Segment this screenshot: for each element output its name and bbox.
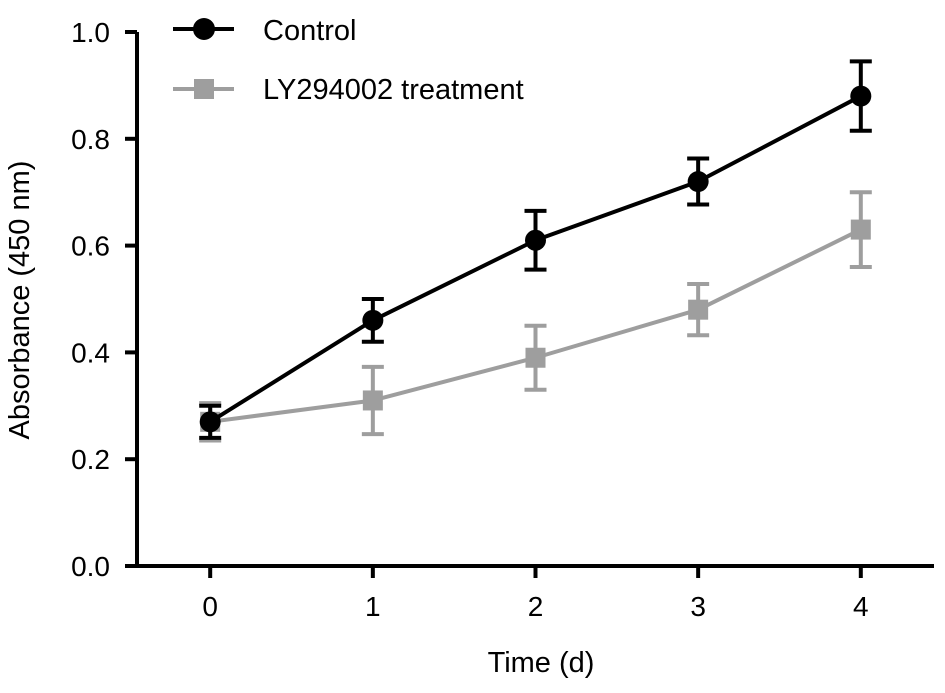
y-tick-label: 0.8 [71, 124, 110, 155]
x-tick-label: 2 [528, 591, 544, 622]
legend-label-control: Control [263, 15, 357, 47]
data-point-ly294002 [688, 299, 709, 320]
legend-label-ly294002: LY294002 treatment [263, 74, 524, 106]
axes [135, 32, 934, 568]
data-point-ly294002 [850, 219, 871, 240]
plot-area [199, 59, 872, 443]
y-tick-label: 0.0 [71, 551, 110, 582]
y-tick-label: 0.4 [71, 337, 110, 368]
legend-marker-ly294002 [194, 79, 214, 99]
x-ticks: 0 1 2 3 4 [202, 566, 869, 622]
data-point-control [199, 411, 221, 433]
data-point-control [525, 229, 546, 251]
y-axis-title: Absorbance (450 nm) [4, 161, 36, 440]
data-point-control [850, 85, 872, 107]
data-point-ly294002 [525, 347, 546, 368]
legend: Control LY294002 treatment [173, 15, 524, 106]
y-tick-label: 0.2 [71, 444, 110, 475]
y-ticks: 0.0 0.2 0.4 0.6 0.8 1.0 [71, 17, 137, 582]
x-tick-label: 0 [202, 591, 218, 622]
x-axis-title: Time (d) [488, 647, 595, 679]
y-tick-label: 1.0 [71, 17, 110, 48]
x-tick-label: 3 [690, 591, 706, 622]
legend-marker-control [193, 18, 215, 40]
x-tick-label: 1 [365, 591, 381, 622]
data-point-control [687, 171, 709, 193]
x-tick-label: 4 [853, 591, 869, 622]
data-point-ly294002 [362, 390, 383, 411]
y-tick-label: 0.6 [71, 231, 110, 262]
data-point-control [362, 309, 384, 331]
series-control [199, 59, 872, 440]
